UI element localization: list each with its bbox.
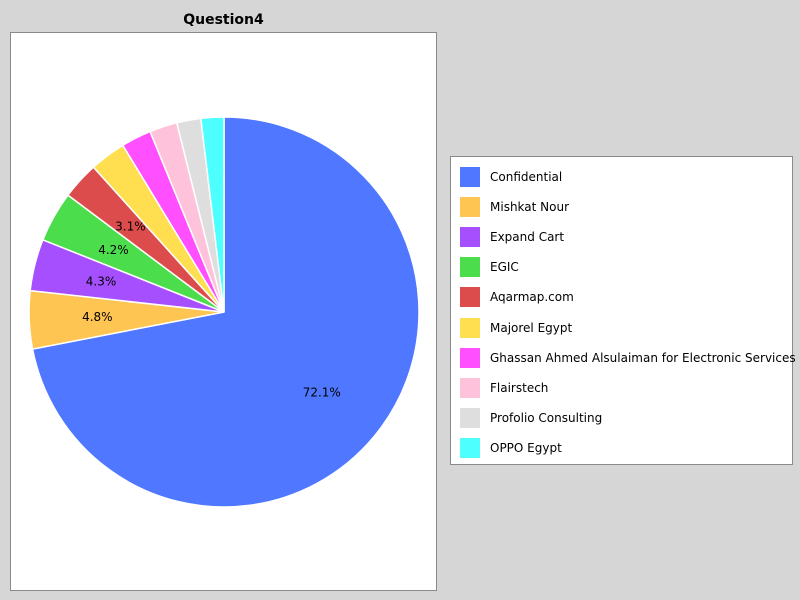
slice-data-label-3: 4.2% (98, 243, 129, 257)
slice-data-label-0: 72.1% (303, 386, 341, 400)
legend-item: Mishkat Nour (460, 197, 570, 218)
legend-swatch (460, 407, 480, 428)
legend-item: EGIC (460, 257, 519, 278)
legend-swatch (460, 257, 480, 278)
slice-data-label-4: 3.1% (115, 220, 146, 234)
legend: Confidential Mishkat Nour Expand Cart EGIC A… (450, 156, 796, 465)
legend-swatch (460, 167, 480, 187)
slice-data-label-1: 4.8% (82, 310, 113, 324)
slice-data-label-2: 4.3% (86, 274, 117, 288)
legend-item: Aqarmap.com (460, 287, 574, 308)
legend-label: Ghassan Ahmed Alsulaiman for Electronic … (490, 350, 796, 365)
legend-item: Expand Cart (460, 227, 565, 248)
legend-swatch (460, 317, 480, 338)
legend-item: Majorel Egypt (460, 317, 573, 338)
legend-label: Expand Cart (490, 230, 565, 245)
legend-label: Confidential (490, 170, 563, 184)
legend-label: Aqarmap.com (490, 290, 574, 305)
legend-swatch (460, 227, 480, 248)
legend-label: Profolio Consulting (490, 410, 603, 425)
legend-label: Mishkat Nour (490, 200, 570, 215)
legend-swatch (460, 197, 480, 218)
legend-label: OPPO Egypt (490, 440, 562, 455)
legend-label: Majorel Egypt (490, 320, 573, 335)
legend-swatch (460, 377, 480, 398)
chart-title: Question4 (183, 12, 264, 28)
plot-area: 72.1% 4.8% 4.3% 4.2% 3.1% (10, 32, 437, 591)
legend-swatch (460, 437, 480, 458)
legend-label: EGIC (490, 260, 519, 275)
legend-swatch (460, 287, 480, 308)
pie-slice-9 (199, 116, 225, 313)
pie-chart: 72.1% 4.8% 4.3% 4.2% 3.1% (28, 116, 420, 508)
legend-swatch (460, 347, 480, 368)
legend-item: Confidential (460, 167, 562, 187)
legend-item: OPPO Egypt (460, 437, 562, 458)
legend-item: Profolio Consulting (460, 407, 603, 428)
pie-slice-0 (31, 116, 420, 508)
legend-item: Ghassan Ahmed Alsulaiman for Electronic … (460, 347, 796, 368)
legend-label: Flairstech (490, 380, 549, 395)
legend-item: Flairstech (460, 377, 549, 398)
